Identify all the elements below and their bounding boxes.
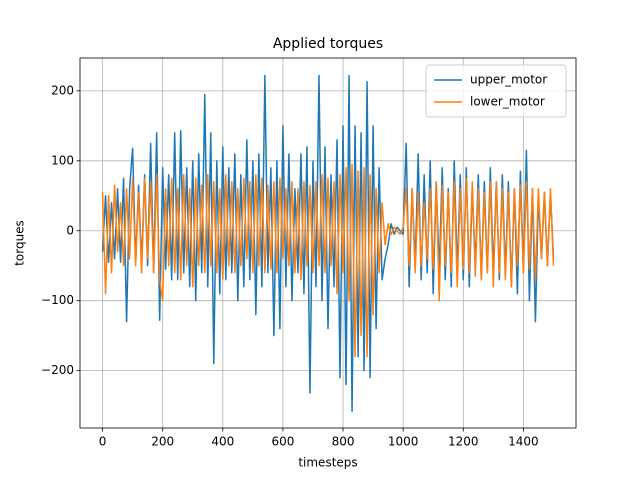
y-axis-label: torques [13,220,27,266]
y-tick-label: −200 [41,363,74,377]
series-line [101,163,555,358]
x-tick-label: 600 [271,435,294,449]
plot-frame [79,57,577,429]
x-tick-label: 0 [99,435,107,449]
x-tick-label: 1200 [448,435,479,449]
y-tick-label: 100 [51,153,74,167]
series-line [101,74,555,412]
x-tick-label: 1000 [388,435,419,449]
legend-label: upper_motor [470,73,547,87]
legend: upper_motor lower_motor [425,64,567,118]
x-tick-label: 1400 [508,435,539,449]
y-tick-label: −100 [41,293,74,307]
x-axis-label: timesteps [298,456,357,470]
y-tick-label: 0 [66,223,74,237]
legend-box [425,64,567,118]
x-tick-label: 200 [151,435,174,449]
x-tick-label: 800 [332,435,355,449]
legend-label: lower_motor [470,95,545,109]
x-tick-label: 400 [211,435,234,449]
chart-title: Applied torques [273,36,383,52]
y-tick-label: 200 [51,83,74,97]
